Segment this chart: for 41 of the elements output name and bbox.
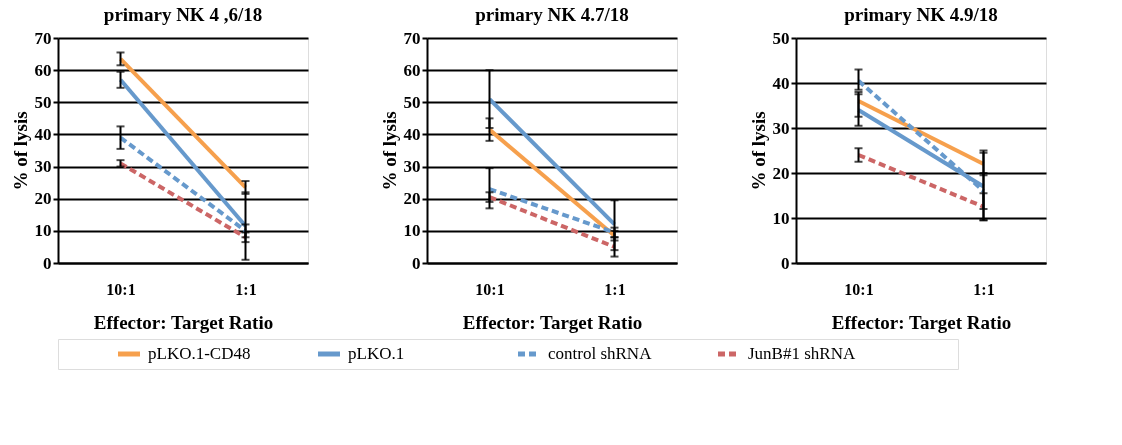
y-tick-label: 70 [403, 28, 421, 48]
x-axis-title: Effector: Target Ratio [93, 311, 274, 333]
y-tick-label: 0 [43, 253, 52, 273]
y-axis-title: % of lysis [378, 111, 400, 191]
x-axis-title: Effector: Target Ratio [831, 311, 1012, 333]
legend-label: pLKO.1 [348, 344, 405, 363]
x-tick-label: 1:1 [604, 280, 626, 298]
y-tick-label: 60 [34, 60, 52, 80]
y-tick-label: 50 [772, 28, 790, 48]
y-tick-label: 50 [34, 92, 52, 112]
y-tick-label: 40 [403, 124, 421, 144]
x-axis-title: Effector: Target Ratio [462, 311, 643, 333]
y-tick-label: 10 [772, 208, 790, 228]
x-tick-label: 1:1 [973, 280, 995, 298]
y-tick-label: 30 [403, 157, 421, 177]
y-tick-label: 30 [772, 118, 790, 138]
y-tick-label: 40 [34, 124, 52, 144]
legend-label: pLKO.1-CD48 [148, 344, 251, 363]
y-tick-label: 10 [34, 221, 52, 241]
x-tick-label: 10:1 [475, 280, 505, 298]
chart-title: primary NK 4.9/18 [844, 4, 998, 25]
legend-label: JunB#1 shRNA [748, 344, 856, 363]
y-tick-label: 70 [34, 28, 52, 48]
y-tick-label: 50 [403, 92, 421, 112]
y-tick-label: 20 [772, 163, 790, 183]
y-tick-label: 60 [403, 60, 421, 80]
chart-title: primary NK 4.7/18 [475, 4, 629, 25]
y-tick-label: 40 [772, 73, 790, 93]
y-tick-label: 10 [403, 221, 421, 241]
y-axis-title: % of lysis [9, 111, 31, 191]
legend-label: control shRNA [548, 344, 653, 363]
chart-title: primary NK 4 ,6/18 [103, 4, 263, 25]
y-tick-label: 30 [34, 157, 52, 177]
y-tick-label: 20 [34, 189, 52, 209]
y-tick-label: 0 [781, 253, 790, 273]
y-axis-title: % of lysis [747, 111, 769, 191]
y-tick-label: 20 [403, 189, 421, 209]
y-tick-label: 0 [412, 253, 421, 273]
x-tick-label: 10:1 [106, 280, 136, 298]
x-tick-label: 10:1 [844, 280, 874, 298]
x-tick-label: 1:1 [235, 280, 257, 298]
